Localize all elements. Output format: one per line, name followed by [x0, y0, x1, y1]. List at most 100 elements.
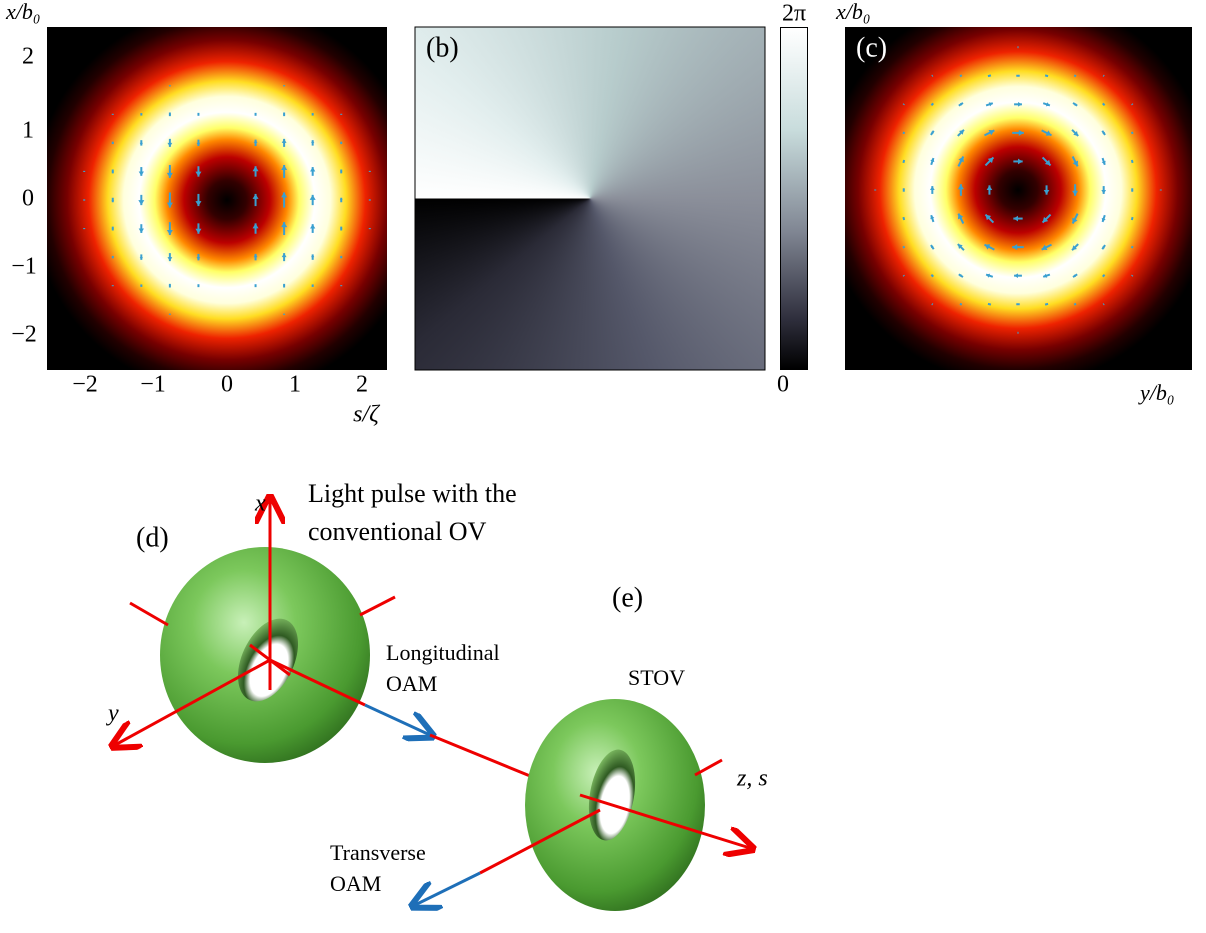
vector-arrowhead: [311, 140, 315, 143]
vector-arrowhead: [1018, 158, 1023, 165]
vector-arrowhead: [957, 184, 964, 190]
vector-arrowhead: [984, 244, 991, 250]
intensity-map-a: [47, 27, 387, 370]
vector-arrowhead: [902, 217, 905, 219]
vector-arrowhead: [340, 169, 343, 172]
vector-arrowhead: [138, 228, 144, 233]
vector-field-c: [874, 46, 1162, 334]
vector-arrowhead: [874, 189, 876, 190]
vector-arrowhead: [1014, 273, 1018, 279]
axis-label: y: [106, 701, 119, 727]
vector-arrowhead: [957, 213, 964, 220]
vector-arrowhead: [283, 313, 285, 315]
vector-arrowhead: [283, 85, 285, 86]
vector-arrowhead: [1018, 129, 1024, 136]
vector-arrowhead: [1012, 244, 1018, 251]
colorbar-min: 0: [777, 372, 789, 398]
vector-arrowhead: [283, 112, 286, 115]
vector-arrowhead: [311, 284, 314, 286]
vector-arrowhead: [309, 194, 316, 200]
vector-arrowhead: [932, 75, 933, 77]
vector-arrowhead: [111, 200, 115, 203]
axis-line: [269, 658, 366, 707]
vector-arrowhead: [1102, 246, 1105, 250]
vector-arrowhead: [1016, 303, 1018, 306]
vector-arrowhead: [369, 227, 371, 229]
y-tick-label: 0: [22, 186, 34, 212]
vector-arrowhead: [1074, 75, 1077, 77]
vector-arrowhead: [1131, 132, 1133, 134]
vector-arrowhead: [1072, 217, 1078, 224]
vector-arrowhead: [169, 314, 171, 315]
x-axis-label: s/ζ: [353, 402, 381, 428]
vector-arrowhead: [140, 285, 143, 287]
vector-arrowhead: [340, 141, 342, 143]
vector-arrowhead: [167, 142, 173, 147]
vector-arrowhead: [83, 200, 85, 201]
vector-arrowhead: [166, 202, 173, 208]
vector-arrowhead: [986, 185, 993, 190]
vector-arrowhead: [140, 114, 143, 116]
vector-field-a: [83, 85, 371, 315]
vector-arrowhead: [960, 75, 962, 77]
vector-arrowhead: [1101, 160, 1106, 165]
oam-arrow: [415, 871, 481, 905]
vector-arrowhead: [930, 215, 935, 220]
axis-label: x: [254, 491, 266, 517]
vector-arrowhead: [958, 156, 964, 163]
oam-label: Transverse: [330, 840, 426, 865]
phase-map: [415, 27, 765, 370]
vector-arrowhead: [1131, 246, 1133, 249]
vector-arrowhead: [1072, 160, 1079, 167]
caption: conventional OV: [308, 517, 487, 546]
vector-arrowhead: [1041, 244, 1048, 251]
vector-arrowhead: [1072, 245, 1077, 251]
vector-arrowhead: [340, 255, 342, 258]
axis-label: z, s: [736, 766, 768, 792]
vector-arrowhead: [253, 253, 258, 258]
axis-line: [359, 595, 396, 617]
vector-arrowhead: [139, 142, 143, 146]
vector-arrowhead: [987, 157, 994, 164]
oam-label: OAM: [330, 871, 381, 896]
vector-arrowhead: [253, 139, 258, 143]
vector-arrowhead: [252, 223, 259, 229]
vector-arrowhead: [1131, 190, 1134, 192]
vector-arrowhead: [197, 285, 200, 288]
panel-label: (e): [612, 582, 643, 613]
vector-arrowhead: [929, 186, 935, 190]
vector-arrowhead: [1101, 217, 1106, 222]
vector-arrowhead: [960, 102, 963, 106]
panel-label: (c): [856, 32, 887, 63]
vector-arrowhead: [369, 170, 371, 172]
frame-b: [414, 26, 766, 371]
x-axis-label: y/b₀: [1138, 380, 1175, 405]
vector-arrowhead: [903, 246, 905, 248]
vector-arrowhead: [1043, 190, 1050, 195]
vector-arrowhead: [989, 74, 991, 77]
caption: Light pulse with the: [308, 479, 517, 508]
vector-arrowhead: [111, 171, 114, 174]
x-tick-label: −2: [72, 372, 98, 398]
torus-hole: [588, 749, 636, 841]
vector-arrowhead: [1131, 161, 1134, 163]
x-tick-label: −1: [140, 372, 166, 398]
panel-label: (b): [426, 32, 459, 63]
vector-arrowhead: [903, 275, 905, 276]
vector-arrowhead: [281, 164, 288, 170]
x-tick-label: 1: [289, 372, 301, 398]
vector-arrowhead: [957, 244, 963, 249]
vector-arrowhead: [1102, 132, 1106, 135]
vector-arrowhead: [1103, 103, 1105, 106]
vector-arrowhead: [930, 158, 935, 163]
vector-arrowhead: [112, 257, 114, 259]
vector-arrowhead: [1017, 332, 1018, 334]
x-tick-label: 0: [221, 372, 233, 398]
vector-arrowhead: [196, 142, 201, 147]
vector-arrowhead: [340, 285, 342, 286]
vector-arrowhead: [281, 138, 287, 143]
vector-arrowhead: [959, 129, 964, 135]
vector-arrowhead: [1042, 216, 1049, 223]
vector-arrowhead: [310, 224, 316, 229]
